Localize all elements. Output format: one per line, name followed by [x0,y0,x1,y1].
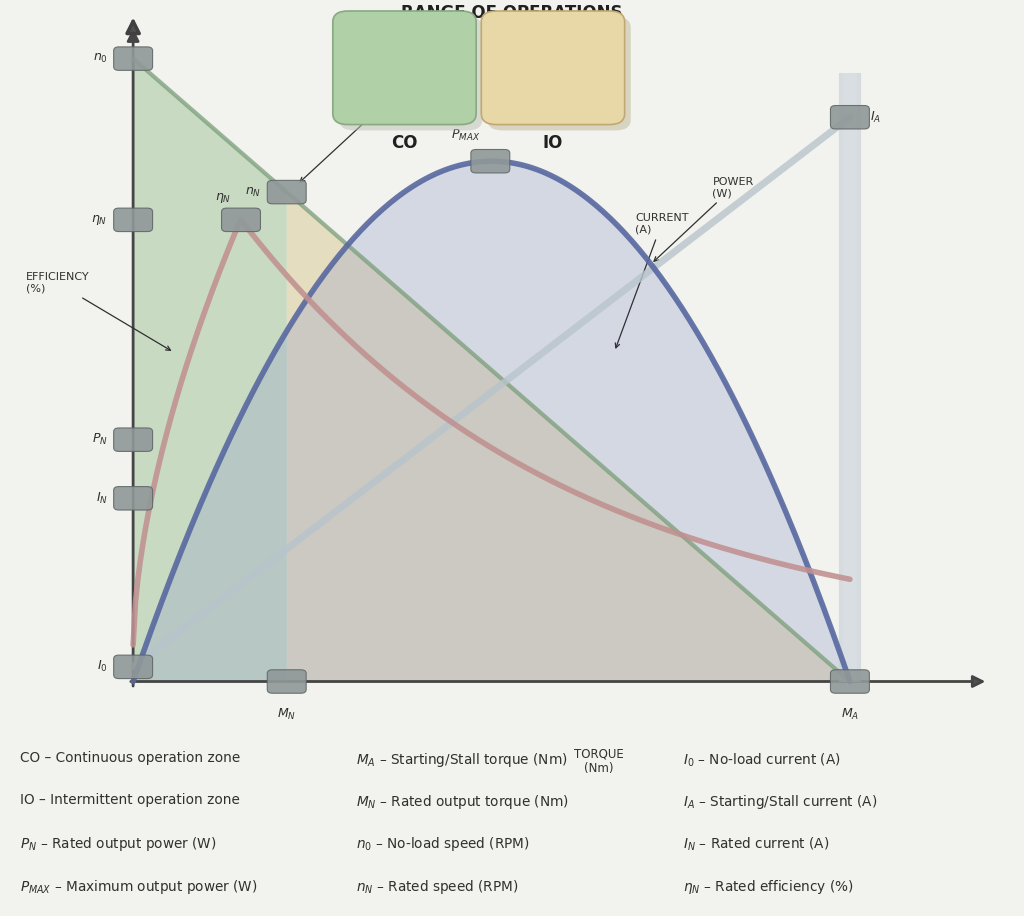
Text: $n_N$ – Rated speed (RPM): $n_N$ – Rated speed (RPM) [356,878,519,896]
FancyBboxPatch shape [267,180,306,204]
Text: $I_A$: $I_A$ [870,110,882,125]
Text: $M_A$ – Starting/Stall torque (Nm): $M_A$ – Starting/Stall torque (Nm) [356,751,568,769]
Polygon shape [133,59,287,682]
Text: $I_0$ – No-load current (A): $I_0$ – No-load current (A) [683,751,841,769]
Text: SPEED
(RPM): SPEED (RPM) [300,86,411,182]
FancyBboxPatch shape [830,105,869,129]
Text: $n_0$: $n_0$ [92,52,108,65]
Text: IO – Intermittent operation zone: IO – Intermittent operation zone [20,793,241,807]
Text: $M_A$: $M_A$ [841,707,859,722]
FancyBboxPatch shape [339,16,482,130]
Polygon shape [287,192,850,682]
Text: IO: IO [543,134,563,152]
Text: $P_N$: $P_N$ [92,432,108,447]
FancyBboxPatch shape [267,670,306,693]
Text: CO: CO [391,134,418,152]
Text: CO – Continuous operation zone: CO – Continuous operation zone [20,751,241,765]
Text: $P_{MAX}$: $P_{MAX}$ [451,128,480,143]
Text: RANGE OF OPERATIONS: RANGE OF OPERATIONS [401,4,623,22]
Text: $I_A$ – Starting/Stall current (A): $I_A$ – Starting/Stall current (A) [683,793,877,812]
Text: $\eta_N$: $\eta_N$ [214,191,230,205]
Text: $M_N$: $M_N$ [278,707,296,722]
Text: $I_0$: $I_0$ [97,660,108,674]
FancyBboxPatch shape [114,486,153,510]
Text: $I_N$: $I_N$ [95,491,108,506]
Text: $\eta_N$: $\eta_N$ [91,213,108,227]
Text: $\eta_N$ – Rated efficiency (%): $\eta_N$ – Rated efficiency (%) [683,878,853,896]
Text: $I_N$ – Rated current (A): $I_N$ – Rated current (A) [683,835,829,853]
FancyBboxPatch shape [221,208,260,232]
FancyBboxPatch shape [114,47,153,71]
Text: CURRENT
(A): CURRENT (A) [615,213,688,348]
Text: $n_0$ – No-load speed (RPM): $n_0$ – No-load speed (RPM) [356,835,530,854]
FancyBboxPatch shape [114,208,153,232]
Text: EFFICIENCY
(%): EFFICIENCY (%) [26,272,170,350]
FancyBboxPatch shape [481,11,625,125]
Text: $M_N$ – Rated output torque (Nm): $M_N$ – Rated output torque (Nm) [356,793,569,812]
FancyBboxPatch shape [471,149,510,173]
FancyBboxPatch shape [333,11,476,125]
Text: TORQUE
(Nm): TORQUE (Nm) [574,747,624,776]
FancyBboxPatch shape [114,428,153,452]
Text: $n_N$: $n_N$ [245,186,261,199]
FancyBboxPatch shape [487,16,631,130]
FancyBboxPatch shape [114,655,153,679]
Text: $P_{MAX}$ – Maximum output power (W): $P_{MAX}$ – Maximum output power (W) [20,878,258,896]
Text: POWER
(W): POWER (W) [654,177,754,261]
FancyBboxPatch shape [830,670,869,693]
Text: $P_N$ – Rated output power (W): $P_N$ – Rated output power (W) [20,835,217,854]
